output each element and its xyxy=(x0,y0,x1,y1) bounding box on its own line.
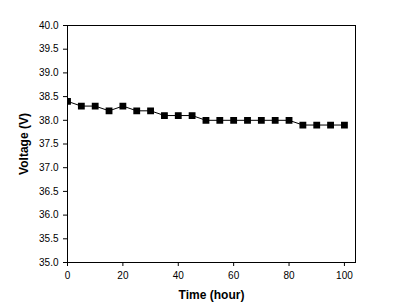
svg-text:100: 100 xyxy=(336,270,353,281)
svg-text:39.5: 39.5 xyxy=(39,43,59,54)
svg-text:40.0: 40.0 xyxy=(39,20,59,31)
svg-text:39.0: 39.0 xyxy=(39,67,59,78)
svg-text:40: 40 xyxy=(173,270,185,281)
svg-text:35.0: 35.0 xyxy=(39,257,59,268)
svg-text:37.0: 37.0 xyxy=(39,162,59,173)
svg-text:36.0: 36.0 xyxy=(39,209,59,220)
svg-text:0: 0 xyxy=(65,270,71,281)
svg-text:Voltage (V): Voltage (V) xyxy=(17,113,31,175)
svg-text:36.5: 36.5 xyxy=(39,186,59,197)
svg-text:Time (hour): Time (hour) xyxy=(179,288,245,302)
svg-text:80: 80 xyxy=(283,270,295,281)
svg-text:37.5: 37.5 xyxy=(39,138,59,149)
svg-text:20: 20 xyxy=(117,270,129,281)
svg-text:60: 60 xyxy=(228,270,240,281)
svg-text:38.0: 38.0 xyxy=(39,115,59,126)
svg-text:35.5: 35.5 xyxy=(39,233,59,244)
svg-text:38.5: 38.5 xyxy=(39,91,59,102)
